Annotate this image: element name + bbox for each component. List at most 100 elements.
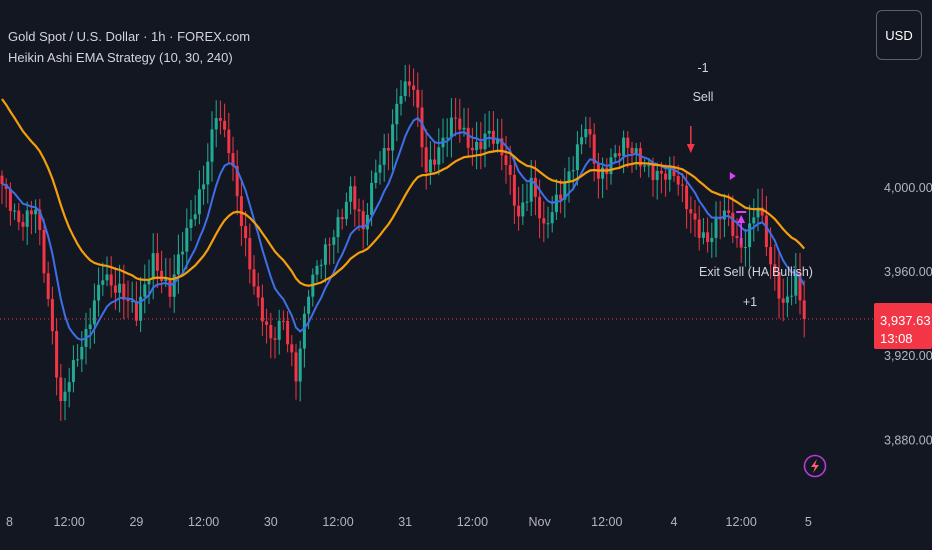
candle xyxy=(643,159,647,172)
candle xyxy=(202,165,206,205)
candle xyxy=(181,232,185,275)
candle xyxy=(17,202,21,231)
candle xyxy=(542,201,546,243)
candle xyxy=(97,267,101,317)
candle xyxy=(802,280,806,338)
candle xyxy=(4,178,8,208)
candle xyxy=(252,255,256,295)
candle xyxy=(605,158,609,191)
candle xyxy=(332,229,336,264)
candle xyxy=(147,259,151,304)
ema-lines-layer xyxy=(1,98,806,341)
x-tick-label: 29 xyxy=(129,515,143,529)
time-axis[interactable]: 8 12:00 29 12:00 30 12:00 31 12:00 Nov 12:00 4 12:0… xyxy=(6,515,812,529)
candle xyxy=(748,204,752,268)
candle xyxy=(244,211,248,257)
candle xyxy=(105,256,109,287)
candle xyxy=(714,201,718,258)
strategy-title[interactable]: Heikin Ashi EMA Strategy (10, 30, 240) xyxy=(8,50,233,65)
candle xyxy=(638,142,642,178)
candle xyxy=(315,260,319,282)
currency-button[interactable]: USD xyxy=(876,10,922,60)
candle xyxy=(512,155,516,225)
candle xyxy=(659,161,663,194)
candle xyxy=(193,195,197,227)
candle xyxy=(160,250,164,294)
x-tick-label: Nov xyxy=(528,515,551,529)
candle xyxy=(706,217,710,253)
candle xyxy=(344,192,348,226)
candle xyxy=(424,129,428,190)
candle xyxy=(336,209,340,253)
candle xyxy=(0,170,4,205)
candle xyxy=(454,97,458,137)
candle xyxy=(386,133,390,171)
candle xyxy=(504,135,508,184)
exit-qty-label: +1 xyxy=(743,295,757,309)
candle xyxy=(311,268,315,307)
candle xyxy=(575,130,579,186)
ema-fast-line xyxy=(1,116,806,341)
candle xyxy=(567,156,571,203)
candle xyxy=(210,111,214,182)
candle xyxy=(781,278,785,322)
x-tick-label: 5 xyxy=(805,515,812,529)
candle xyxy=(46,261,50,307)
candle xyxy=(176,234,180,294)
candle xyxy=(785,276,789,318)
candle xyxy=(269,312,273,359)
candle xyxy=(647,158,651,178)
candle xyxy=(143,264,147,314)
x-tick-label: 30 xyxy=(264,515,278,529)
candle xyxy=(113,267,117,310)
chart-legend-header: Gold Spot / U.S. Dollar · 1h · FOREX.com… xyxy=(8,26,250,68)
candle xyxy=(689,196,693,234)
candle xyxy=(529,159,533,217)
candle xyxy=(281,310,285,330)
candle xyxy=(760,188,764,224)
candle xyxy=(260,284,264,336)
candle xyxy=(231,136,235,182)
candle xyxy=(218,100,222,135)
candle xyxy=(277,309,281,355)
ema-slow-line xyxy=(1,98,806,287)
candle xyxy=(680,172,684,203)
sell-signal-arrow xyxy=(686,126,695,153)
candle xyxy=(223,103,227,138)
candle xyxy=(361,199,365,249)
candle xyxy=(248,223,252,284)
price-axis[interactable]: 3,880.00 3,920.00 3,960.00 4,000.00 xyxy=(884,181,932,447)
candle xyxy=(50,286,54,345)
candle xyxy=(34,199,38,234)
candle xyxy=(479,121,483,170)
x-tick-label: 4 xyxy=(671,515,678,529)
candle xyxy=(286,311,290,353)
candle xyxy=(710,222,714,258)
candle xyxy=(118,264,122,313)
candle xyxy=(42,218,46,283)
candle xyxy=(395,88,399,142)
candle xyxy=(378,151,382,185)
lightning-icon[interactable] xyxy=(803,454,827,478)
y-tick-label: 3,920.00 xyxy=(884,349,932,363)
candle xyxy=(517,186,521,231)
candle xyxy=(391,109,395,171)
candle xyxy=(265,308,269,344)
candle xyxy=(718,200,722,240)
candle xyxy=(214,100,218,148)
candle xyxy=(546,206,550,239)
y-tick-label: 3,880.00 xyxy=(884,433,932,447)
candle xyxy=(693,200,697,237)
candle xyxy=(21,213,25,241)
x-tick-label: 31 xyxy=(398,515,412,529)
countdown-value: 13:08 xyxy=(880,331,913,346)
symbol-title[interactable]: Gold Spot / U.S. Dollar · 1h · FOREX.com xyxy=(8,29,251,44)
candle xyxy=(294,343,298,400)
candle xyxy=(475,121,479,170)
candle xyxy=(185,208,189,270)
candle xyxy=(727,193,731,227)
candle xyxy=(773,244,777,291)
candle xyxy=(197,170,201,225)
sell-label: Sell xyxy=(693,90,714,104)
